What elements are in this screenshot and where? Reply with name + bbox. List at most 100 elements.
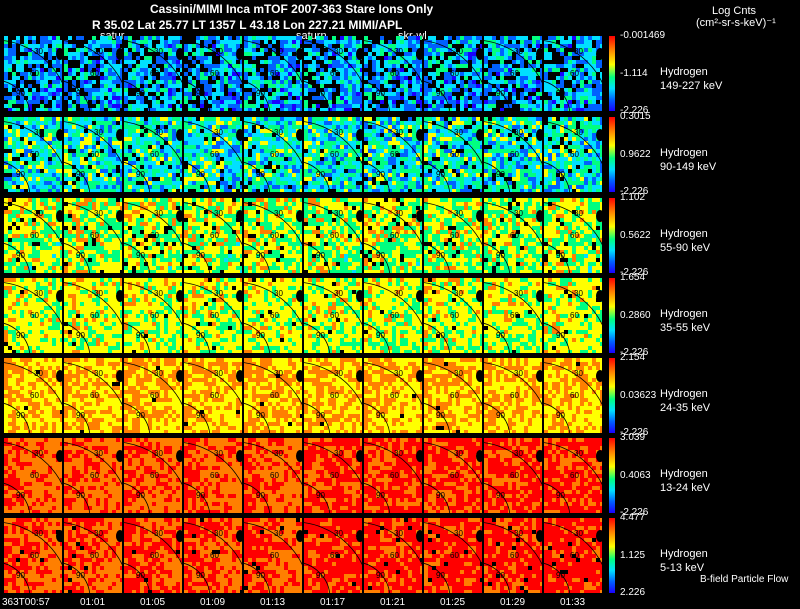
saturn-marker: [296, 530, 302, 542]
contour-line: [64, 483, 91, 513]
units-label: Log Cnts: [712, 5, 757, 17]
saturn-marker: [296, 210, 302, 222]
row-species-label: Hydrogen: [660, 308, 708, 320]
contour-line: [304, 121, 362, 165]
units-label-sub: (cm²-sr-s-keV)⁻¹: [696, 17, 776, 29]
contour-line: [64, 522, 122, 566]
contour-line: [364, 243, 391, 273]
image-panel: 30 60 90: [244, 438, 302, 513]
contour-label: 90: [136, 411, 145, 420]
contour-line: [424, 121, 482, 165]
contour-label: 30: [514, 128, 523, 137]
contour-label: 90: [136, 170, 145, 179]
contour-label: 60: [450, 391, 459, 400]
contour-label: 30: [514, 47, 523, 56]
image-panel: 30 60 90: [64, 518, 122, 593]
contour-label: 30: [94, 369, 103, 378]
contour-label: 30: [454, 289, 463, 298]
contour-line: [64, 243, 91, 273]
saturn-marker: [176, 129, 182, 141]
contour-label: 60: [90, 150, 99, 159]
contour-label: 30: [394, 47, 403, 56]
contour-line: [544, 282, 602, 326]
contour-label: 90: [256, 331, 265, 340]
saturn-marker: [596, 370, 602, 382]
contour-label: 90: [136, 571, 145, 580]
contour-line: [4, 282, 62, 326]
contour-line: [304, 483, 331, 513]
contour-label: 60: [330, 471, 339, 480]
saturn-marker: [236, 450, 242, 462]
image-panel: 30 60 90: [364, 198, 422, 273]
contour-label: 60: [30, 551, 39, 560]
image-panel: 30 60 90: [244, 36, 302, 111]
contour-line: [244, 121, 302, 165]
row-species-label: Hydrogen: [660, 66, 708, 78]
contour-line: [124, 442, 182, 486]
saturn-marker: [56, 370, 62, 382]
saturn-marker: [176, 210, 182, 222]
contour-line: [184, 323, 211, 353]
contour-label: 30: [34, 289, 43, 298]
image-panel: 30 60 90: [184, 278, 242, 353]
colorbar-mid-label: 0.5622: [620, 229, 651, 241]
contour-label: 30: [214, 128, 223, 137]
row-energy-label: 55-90 keV: [660, 242, 711, 254]
contour-line: [4, 522, 62, 566]
saturn-marker: [116, 370, 122, 382]
contour-label: 60: [450, 471, 459, 480]
time-label: 01:33: [560, 597, 586, 608]
contour-label: 30: [334, 529, 343, 538]
contour-label: 60: [510, 551, 519, 560]
saturn-marker: [536, 530, 542, 542]
contour-label: 90: [256, 491, 265, 500]
contour-label: 90: [256, 571, 265, 580]
contour-label: 60: [90, 231, 99, 240]
row-species-label: Hydrogen: [660, 147, 708, 159]
contour-label: 30: [334, 289, 343, 298]
contour-label: 60: [90, 311, 99, 320]
colorbar-min-label: -2.226: [620, 507, 649, 518]
colorbar: [609, 198, 615, 273]
image-panel: 30 60 90: [544, 358, 602, 433]
time-label: 01:13: [260, 597, 286, 608]
contour-label: 60: [330, 551, 339, 560]
contour-label: 60: [30, 231, 39, 240]
contour-label: 90: [196, 491, 205, 500]
image-panel: 30 60 90: [244, 358, 302, 433]
time-label: 01:05: [140, 597, 166, 608]
contour-line: [184, 81, 211, 111]
image-panel: 30 60 90: [64, 438, 122, 513]
contour-line: [4, 202, 62, 246]
contour-label: 60: [210, 551, 219, 560]
contour-line: [184, 202, 242, 246]
contour-label: 30: [154, 449, 163, 458]
saturn-marker: [416, 210, 422, 222]
saturn-marker: [56, 450, 62, 462]
contour-line: [544, 403, 571, 433]
contour-label: 30: [274, 369, 283, 378]
image-panel: 30 60 90: [244, 278, 302, 353]
image-panel: 30 60 90: [304, 518, 362, 593]
contour-line: [124, 483, 151, 513]
image-panel: 30 60 90: [544, 278, 602, 353]
contour-line: [244, 202, 302, 246]
image-panel: 30 60 90: [484, 198, 542, 273]
contour-label: 60: [30, 150, 39, 159]
contour-line: [184, 121, 242, 165]
contour-line: [4, 40, 62, 84]
contour-line: [124, 121, 182, 165]
contour-label: 60: [570, 311, 579, 320]
contour-label: 60: [30, 471, 39, 480]
colorbar-min-label: -2.226: [620, 347, 649, 358]
contour-line: [124, 202, 182, 246]
contour-label: 60: [150, 311, 159, 320]
contour-line: [544, 202, 602, 246]
contour-line: [184, 243, 211, 273]
contour-line: [244, 40, 302, 84]
contour-label: 90: [376, 331, 385, 340]
colorbar: [609, 438, 615, 513]
saturn-marker: [176, 290, 182, 302]
saturn-marker: [56, 48, 62, 60]
contour-label: 30: [574, 369, 583, 378]
